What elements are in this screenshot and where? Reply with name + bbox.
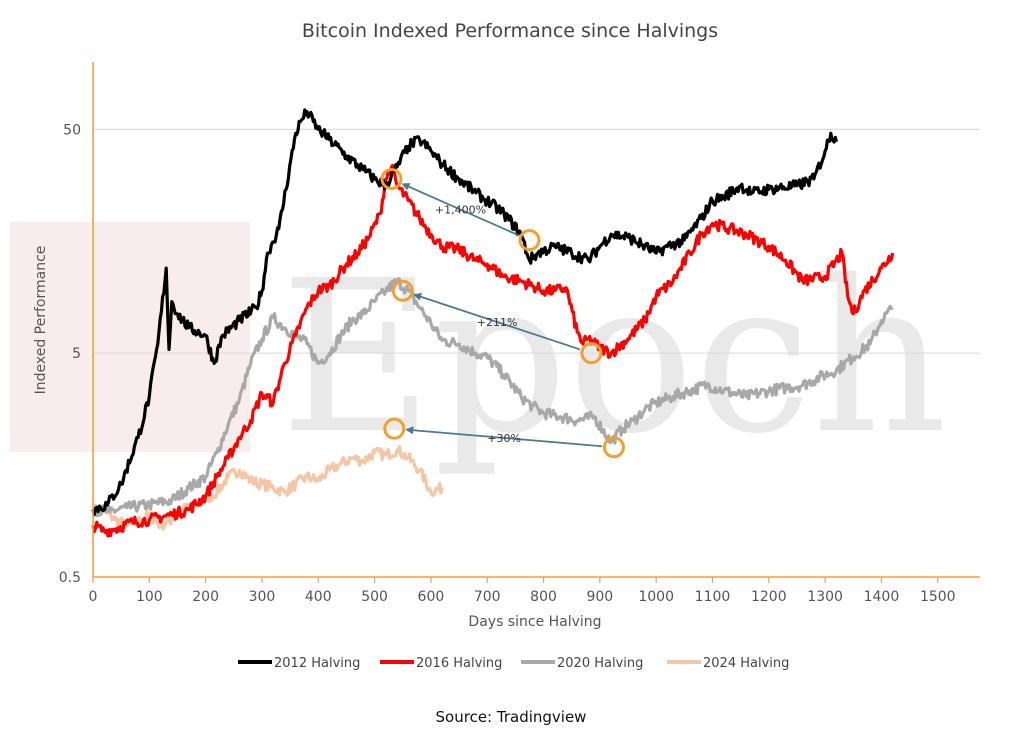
x-tick-label: 1400	[864, 589, 900, 605]
x-tick-label: 600	[418, 589, 445, 605]
x-axis-ticks: 0 100 200 300 400 500 600 700 800 900 1000 1100 1200…	[89, 577, 956, 605]
annotation-marker	[602, 436, 625, 459]
x-tick-label: 200	[192, 589, 219, 605]
series-line-2020	[91, 277, 894, 518]
annotation-marker	[380, 168, 403, 191]
x-tick-label: 800	[530, 589, 557, 605]
legend: 2012 Halving 2016 Halving 2020 Halving 2024…	[238, 656, 789, 671]
y-tick-label: 50	[63, 122, 81, 138]
x-tick-label: 500	[361, 589, 388, 605]
x-tick-label: 1300	[807, 589, 843, 605]
series-lines	[91, 108, 895, 538]
annotation-label: +30%	[487, 432, 521, 445]
y-tick-label: 5	[72, 346, 81, 362]
x-tick-label: 700	[474, 589, 501, 605]
x-tick-label: 400	[305, 589, 332, 605]
x-tick-label: 1000	[638, 589, 674, 605]
chart-title: Bitcoin Indexed Performance since Halvin…	[302, 20, 718, 42]
y-axis-ticks: 0.5 5 50	[59, 122, 81, 586]
watermark-logo	[10, 222, 250, 452]
annotations: +1,400% +211% +30%	[380, 168, 625, 459]
annotation-arrow	[401, 183, 519, 237]
annotation-label: +1,400%	[435, 204, 486, 217]
annotation-arrow	[413, 292, 581, 351]
gridlines	[93, 128, 980, 354]
source-note: Source: Tradingview	[436, 708, 587, 726]
legend-item-label: 2020 Halving	[557, 656, 643, 671]
annotation-marker	[518, 229, 541, 252]
x-tick-label: 300	[249, 589, 276, 605]
x-tick-label: 0	[89, 589, 98, 605]
annotation-label: +211%	[477, 316, 518, 329]
x-tick-label: 100	[136, 589, 163, 605]
x-axis-label: Days since Halving	[468, 614, 601, 630]
legend-item-label: 2024 Halving	[703, 656, 789, 671]
y-tick-label: 0.5	[59, 570, 81, 586]
annotation-marker	[580, 342, 603, 365]
x-tick-label: 1100	[695, 589, 731, 605]
legend-item-label: 2016 Halving	[416, 656, 502, 671]
annotation-arrow	[405, 426, 603, 448]
axes	[92, 62, 980, 578]
x-tick-label: 1200	[751, 589, 787, 605]
series-line-2012	[91, 108, 838, 516]
x-tick-label: 900	[586, 589, 613, 605]
x-tick-label: 1500	[920, 589, 956, 605]
annotation-marker	[383, 417, 406, 440]
y-axis-label: Indexed Performance	[33, 246, 49, 395]
annotation-marker	[391, 279, 414, 302]
series-line-2016	[91, 163, 895, 538]
legend-item-label: 2012 Halving	[274, 656, 360, 671]
series-line-2024	[91, 445, 444, 531]
